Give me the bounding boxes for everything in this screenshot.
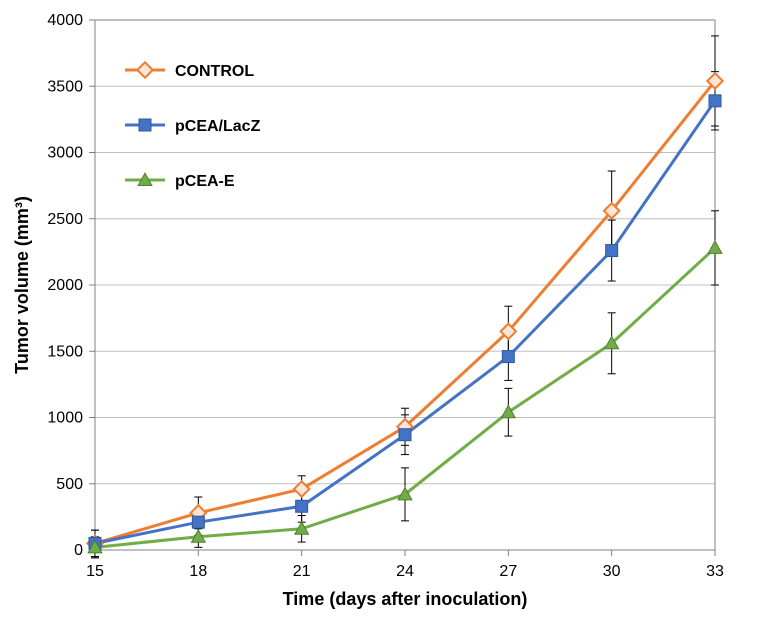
svg-text:4000: 4000: [47, 12, 83, 29]
legend-label-1: pCEA/LacZ: [175, 118, 261, 135]
svg-text:18: 18: [189, 563, 207, 580]
svg-text:3500: 3500: [47, 78, 83, 95]
svg-text:15: 15: [86, 563, 104, 580]
legend-label-2: pCEA-E: [175, 173, 235, 190]
line-chart: 15 18 21 24 27 30 33 0 500 1000 1500 2000 2500 3000 35…: [0, 0, 757, 627]
svg-text:2000: 2000: [47, 277, 83, 294]
svg-text:500: 500: [56, 476, 83, 493]
svg-text:1000: 1000: [47, 410, 83, 427]
svg-text:30: 30: [603, 563, 621, 580]
svg-text:3000: 3000: [47, 145, 83, 162]
legend-label-0: CONTROL: [175, 63, 254, 80]
svg-text:21: 21: [293, 563, 311, 580]
svg-text:33: 33: [706, 563, 724, 580]
svg-text:1500: 1500: [47, 343, 83, 360]
svg-text:0: 0: [74, 542, 83, 559]
y-axis-label: Tumor volume (mm³): [12, 196, 32, 374]
svg-text:2500: 2500: [47, 211, 83, 228]
chart-container: 15 18 21 24 27 30 33 0 500 1000 1500 2000 2500 3000 35…: [0, 0, 757, 627]
x-axis-label: Time (days after inoculation): [283, 589, 528, 609]
svg-text:27: 27: [499, 563, 517, 580]
svg-text:24: 24: [396, 563, 414, 580]
